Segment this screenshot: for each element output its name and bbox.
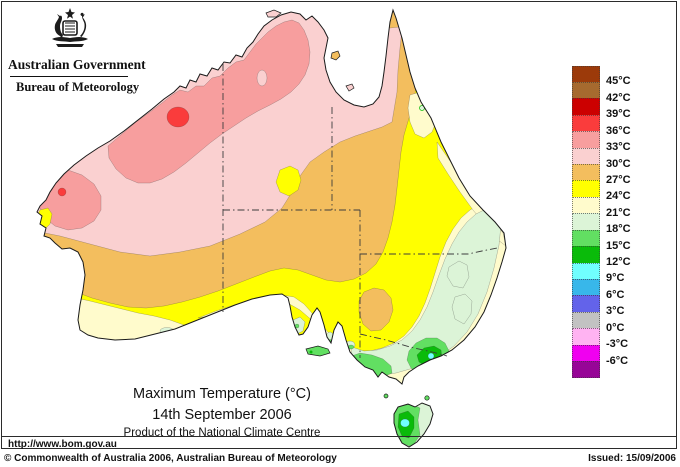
map-title: Maximum Temperature (°C): [133, 386, 311, 402]
legend-swatch-below-min: [572, 361, 600, 379]
legend-label-39C: 39°C: [606, 108, 631, 121]
band-18-21-nsw-inland-2: [451, 293, 473, 325]
band-27-30-cape-york-tip: [384, 10, 403, 29]
agency-title: Australian Government: [8, 57, 146, 72]
legend-swatch-15C: [572, 229, 600, 248]
band-36-39-pilbara-hotspot: [166, 106, 190, 128]
legend-swatch--3C: [572, 328, 600, 346]
legend-swatch-6C: [572, 278, 600, 297]
tasmania-coastline: [393, 402, 434, 448]
crest-base-ornament: [52, 37, 88, 47]
legend-label-45C: 45°C: [606, 75, 631, 88]
legend-label-30C: 30°C: [606, 157, 631, 170]
islands: [265, 9, 430, 401]
map-product-line: Product of the National Climate Centre: [123, 427, 321, 439]
legend-swatch-0C: [572, 311, 600, 330]
legend-label-24C: 24°C: [606, 190, 631, 203]
bureau-title: Bureau of Meteorology: [16, 80, 140, 94]
legend-swatch-33C: [572, 131, 600, 149]
mainland-coastline: [36, 8, 507, 385]
legend-label--3C: -3°C: [606, 338, 629, 351]
band-36-39-coastal-hotspot: [57, 187, 67, 197]
legend-label-9C: 9°C: [606, 272, 625, 285]
legend-label-18C: 18°C: [606, 223, 631, 236]
flinders-island: [424, 395, 430, 401]
legend-swatch-36C: [572, 114, 600, 133]
mornington-island: [345, 83, 355, 92]
copyright-text: © Commonwealth of Australia 2006, Austra…: [4, 453, 337, 464]
header-divider: [10, 76, 128, 77]
band-9-12-alps-dot: [427, 352, 435, 360]
legend-swatch-12C: [572, 246, 600, 264]
title-block: Maximum Temperature (°C) 14th September …: [62, 386, 382, 439]
king-island: [383, 393, 389, 399]
groote-eylandt: [330, 50, 341, 61]
map-date: 14th September 2006: [152, 407, 292, 423]
legend-label-21C: 21°C: [606, 206, 631, 219]
legend-label-12C: 12°C: [606, 256, 631, 269]
emu-icon: [80, 12, 87, 37]
legend-label-36C: 36°C: [606, 124, 631, 137]
band-24-27-centre-spot: [275, 165, 302, 197]
band-27-30-flinders-blob: [358, 287, 394, 332]
legend-swatch-3C: [572, 295, 600, 313]
tiwi-islands: [265, 9, 282, 18]
legend-label-15C: 15°C: [606, 239, 631, 252]
coat-of-arms: [52, 8, 88, 47]
legend-label-6C: 6°C: [606, 288, 625, 301]
legend-swatch-30C: [572, 147, 600, 165]
legend-swatch--6C: [572, 344, 600, 363]
legend-swatch-21C: [572, 196, 600, 215]
star-icon: [65, 8, 75, 19]
border-nsw-vic: [359, 333, 448, 357]
legend-swatch-9C: [572, 262, 600, 280]
legend-label--6C: -6°C: [606, 354, 629, 367]
kangaroo-icon: [54, 14, 63, 38]
band-9-12-tas-highlands: [400, 418, 410, 428]
legend-label-3C: 3°C: [606, 305, 625, 318]
bom-url-text: http://www.bom.gov.au: [8, 439, 117, 450]
kangaroo-island: [305, 345, 331, 357]
legend-label-27C: 27°C: [606, 173, 631, 186]
header-block: Australian Government Bureau of Meteorol…: [8, 6, 158, 95]
kangaroo-island-dot: [309, 350, 313, 354]
footer-divider: [1, 436, 677, 437]
legend-swatch-24C: [572, 180, 600, 198]
band-30-33-topend-pocket: [256, 69, 268, 87]
band-18-21-albany: [178, 329, 190, 337]
shield-icon: [62, 20, 78, 36]
state-borders: [222, 64, 498, 358]
band-18-21-nsw-inland-1: [446, 260, 470, 289]
legend-swatch-39C: [572, 98, 600, 116]
legend-label-0C: 0°C: [606, 321, 625, 334]
legend-swatch-18C: [572, 213, 600, 231]
legend-swatch-45C: [572, 65, 600, 83]
band-33-36-kimberley-topend: [107, 19, 311, 184]
border-qld-nsw: [360, 247, 498, 255]
issued-date-text: Issued: 15/09/2006: [588, 453, 676, 464]
legend-swatch-42C: [572, 81, 600, 100]
legend-label-33C: 33°C: [606, 141, 631, 154]
legend-swatch-27C: [572, 164, 600, 182]
legend-label-42C: 42°C: [606, 91, 631, 104]
